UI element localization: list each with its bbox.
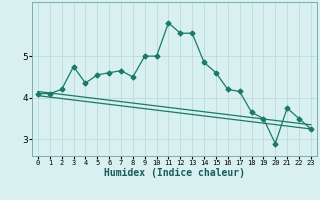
X-axis label: Humidex (Indice chaleur): Humidex (Indice chaleur) <box>104 168 245 178</box>
